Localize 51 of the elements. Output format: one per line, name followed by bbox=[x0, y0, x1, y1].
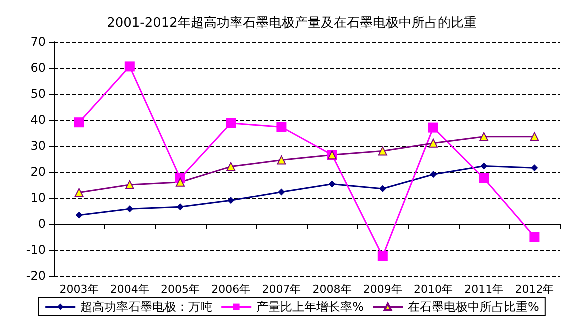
point bbox=[74, 118, 84, 128]
point bbox=[378, 252, 388, 262]
point bbox=[176, 178, 185, 187]
x-tick-label: 2005年 bbox=[161, 283, 200, 296]
x-tick-label: 2011年 bbox=[464, 283, 504, 296]
point bbox=[177, 204, 184, 211]
point bbox=[228, 197, 235, 204]
y-tick-label: -10 bbox=[26, 243, 46, 257]
x-tick-label: 2010年 bbox=[414, 283, 453, 296]
point bbox=[125, 180, 134, 190]
x-tick-label: 2006年 bbox=[212, 283, 251, 296]
y-tick-label: 10 bbox=[30, 191, 46, 205]
y-tick-label: 0 bbox=[38, 217, 46, 231]
point bbox=[428, 122, 438, 133]
x-tick-label: 2012年 bbox=[515, 283, 554, 296]
point bbox=[328, 180, 336, 188]
y-tick-label: 30 bbox=[30, 139, 46, 153]
point bbox=[277, 156, 286, 165]
point bbox=[74, 188, 84, 198]
x-tick-label: 2009年 bbox=[363, 283, 402, 296]
point bbox=[378, 146, 388, 156]
x-tick-label: 2007年 bbox=[262, 283, 302, 296]
point bbox=[126, 206, 134, 213]
point bbox=[480, 132, 489, 142]
x-tick-label: 2003年 bbox=[60, 283, 99, 296]
point bbox=[379, 185, 386, 192]
y-tick-label: 20 bbox=[30, 165, 46, 179]
x-tick-label: 2004年 bbox=[110, 283, 150, 296]
point bbox=[530, 232, 540, 242]
point bbox=[278, 188, 286, 196]
y-tick-label: -20 bbox=[26, 269, 46, 283]
point bbox=[531, 164, 538, 172]
x-tick-label: 2008年 bbox=[312, 283, 352, 296]
legend-label: 产量比上年增长率% bbox=[256, 300, 364, 314]
point bbox=[429, 138, 438, 148]
y-tick-label: 40 bbox=[30, 113, 46, 127]
point bbox=[430, 171, 437, 178]
legend-label: 超高功率石墨电极：万吨 bbox=[80, 300, 213, 314]
point bbox=[124, 62, 135, 72]
y-tick-label: 70 bbox=[30, 35, 46, 49]
point bbox=[480, 162, 488, 170]
y-tick-label: 50 bbox=[30, 87, 46, 101]
y-tick-label: 60 bbox=[30, 61, 46, 75]
point bbox=[226, 162, 236, 172]
legend-label: 在石墨电极中所占比重% bbox=[408, 300, 540, 314]
point bbox=[276, 122, 287, 132]
point bbox=[530, 132, 540, 142]
chart-title: 2001-2012年超高功率石墨电极产量及在石墨电极中所占的比重 bbox=[107, 15, 477, 31]
point bbox=[479, 174, 490, 184]
point bbox=[76, 212, 83, 219]
point bbox=[226, 118, 236, 128]
